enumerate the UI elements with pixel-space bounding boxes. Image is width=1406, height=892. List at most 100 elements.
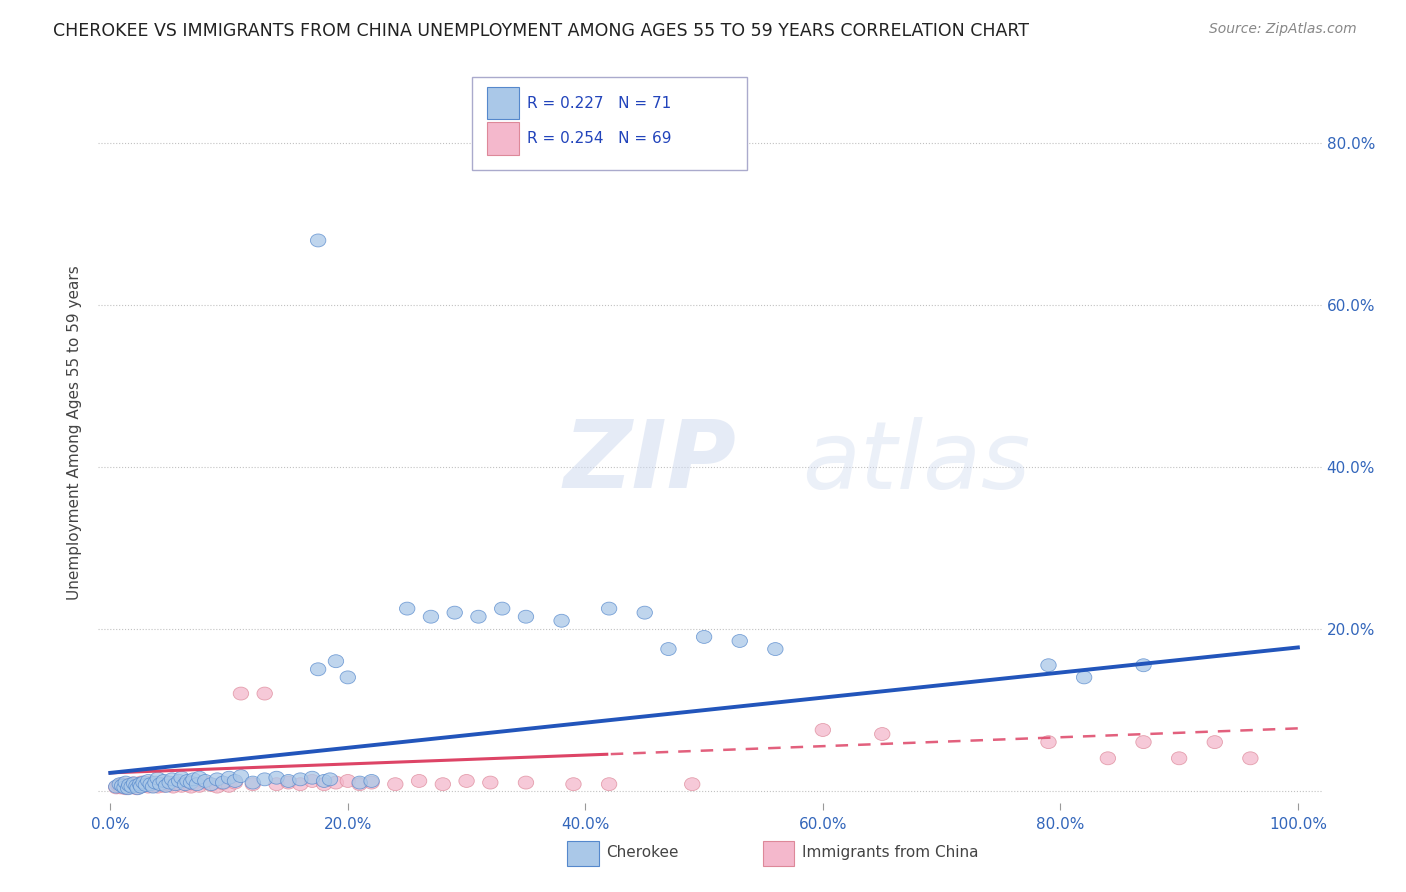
Ellipse shape (292, 778, 308, 790)
Ellipse shape (1136, 736, 1152, 748)
Ellipse shape (118, 781, 134, 795)
Ellipse shape (134, 776, 149, 789)
Text: R = 0.254   N = 69: R = 0.254 N = 69 (526, 131, 671, 146)
Ellipse shape (143, 776, 159, 789)
Ellipse shape (245, 776, 260, 789)
Ellipse shape (114, 778, 129, 790)
Ellipse shape (141, 774, 156, 788)
Ellipse shape (364, 774, 380, 788)
Ellipse shape (169, 777, 184, 789)
Ellipse shape (340, 671, 356, 684)
Ellipse shape (328, 655, 343, 668)
Ellipse shape (565, 778, 581, 790)
Ellipse shape (166, 780, 181, 793)
Text: CHEROKEE VS IMMIGRANTS FROM CHINA UNEMPLOYMENT AMONG AGES 55 TO 59 YEARS CORRELA: CHEROKEE VS IMMIGRANTS FROM CHINA UNEMPL… (53, 22, 1029, 40)
Ellipse shape (191, 772, 207, 784)
Ellipse shape (190, 778, 205, 790)
Ellipse shape (733, 634, 748, 648)
Ellipse shape (177, 776, 193, 789)
Ellipse shape (316, 774, 332, 788)
Ellipse shape (136, 776, 152, 789)
FancyBboxPatch shape (488, 87, 519, 120)
Ellipse shape (127, 777, 142, 789)
FancyBboxPatch shape (762, 840, 794, 866)
Ellipse shape (399, 602, 415, 615)
Ellipse shape (183, 776, 198, 789)
Ellipse shape (340, 774, 356, 788)
Ellipse shape (183, 780, 198, 793)
Ellipse shape (257, 687, 273, 700)
Ellipse shape (132, 780, 148, 793)
Ellipse shape (322, 772, 337, 786)
Ellipse shape (519, 610, 534, 624)
Ellipse shape (281, 774, 297, 788)
Ellipse shape (434, 778, 450, 790)
Ellipse shape (186, 772, 201, 786)
Ellipse shape (134, 780, 149, 793)
Ellipse shape (180, 779, 195, 791)
FancyBboxPatch shape (567, 840, 599, 866)
Text: Immigrants from China: Immigrants from China (801, 845, 979, 860)
Ellipse shape (233, 687, 249, 700)
Ellipse shape (305, 774, 321, 788)
Ellipse shape (815, 723, 831, 737)
Ellipse shape (121, 781, 136, 795)
Ellipse shape (177, 778, 193, 790)
Ellipse shape (121, 781, 136, 794)
Ellipse shape (191, 780, 207, 792)
Ellipse shape (129, 778, 145, 790)
Ellipse shape (150, 772, 166, 785)
Ellipse shape (198, 774, 214, 788)
Ellipse shape (554, 615, 569, 627)
Ellipse shape (108, 780, 124, 793)
Ellipse shape (117, 780, 132, 793)
Ellipse shape (108, 781, 124, 794)
Ellipse shape (221, 772, 236, 784)
Ellipse shape (233, 770, 249, 782)
Ellipse shape (162, 776, 177, 789)
Ellipse shape (412, 774, 427, 788)
Ellipse shape (364, 776, 380, 789)
Ellipse shape (121, 779, 136, 791)
Ellipse shape (165, 772, 180, 786)
Ellipse shape (221, 780, 236, 792)
Ellipse shape (215, 776, 231, 789)
Ellipse shape (228, 774, 243, 788)
Ellipse shape (281, 776, 297, 789)
Ellipse shape (1243, 752, 1258, 764)
Ellipse shape (150, 780, 166, 793)
Ellipse shape (148, 776, 163, 789)
FancyBboxPatch shape (488, 122, 519, 155)
Ellipse shape (141, 780, 156, 793)
FancyBboxPatch shape (471, 78, 747, 169)
Ellipse shape (352, 776, 367, 789)
Ellipse shape (269, 772, 284, 784)
Ellipse shape (167, 778, 183, 790)
Ellipse shape (228, 776, 243, 789)
Ellipse shape (269, 778, 284, 790)
Ellipse shape (471, 610, 486, 624)
Ellipse shape (519, 776, 534, 789)
Ellipse shape (447, 607, 463, 619)
Ellipse shape (1206, 736, 1222, 748)
Ellipse shape (152, 778, 167, 790)
Ellipse shape (121, 779, 136, 791)
Ellipse shape (159, 780, 174, 792)
Ellipse shape (875, 728, 890, 740)
Ellipse shape (138, 778, 153, 790)
Ellipse shape (111, 780, 127, 792)
Text: Cherokee: Cherokee (606, 845, 679, 860)
Ellipse shape (145, 780, 160, 793)
Ellipse shape (127, 780, 142, 793)
Ellipse shape (328, 776, 343, 789)
Ellipse shape (311, 663, 326, 676)
Ellipse shape (138, 779, 153, 791)
Text: Source: ZipAtlas.com: Source: ZipAtlas.com (1209, 22, 1357, 37)
Ellipse shape (602, 778, 617, 790)
Ellipse shape (204, 779, 219, 791)
Ellipse shape (204, 778, 219, 790)
Ellipse shape (186, 777, 201, 789)
Ellipse shape (112, 778, 128, 790)
Ellipse shape (209, 772, 225, 786)
Ellipse shape (215, 777, 231, 789)
